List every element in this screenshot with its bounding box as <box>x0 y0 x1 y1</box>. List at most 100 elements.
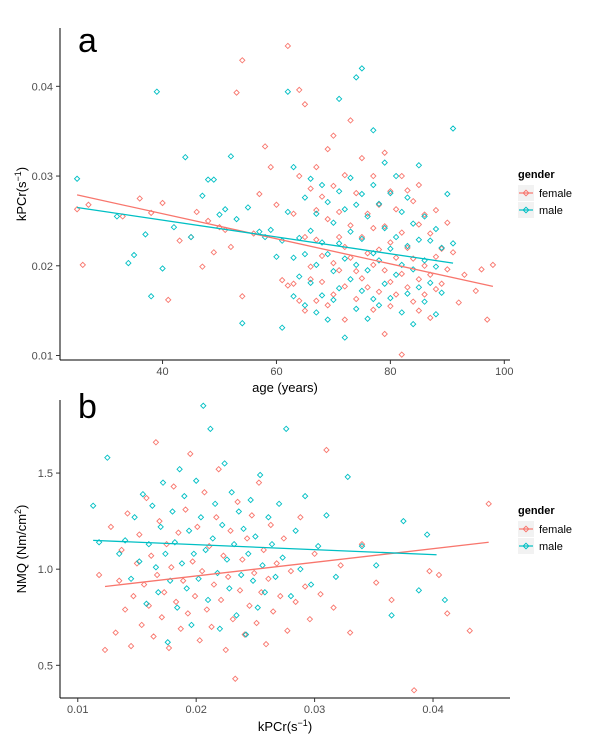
data-point-male <box>330 267 337 275</box>
data-point-female <box>290 210 297 217</box>
data-point-female <box>410 687 418 694</box>
data-point-female <box>313 297 320 305</box>
data-point-female <box>233 89 240 96</box>
data-point-female <box>335 208 343 216</box>
data-point-male <box>211 500 219 508</box>
data-point-female <box>199 263 206 270</box>
legend-key-marker <box>522 525 530 533</box>
data-point-female <box>415 221 423 228</box>
data-point-female <box>313 236 320 243</box>
data-point-male <box>358 190 366 198</box>
data-point-male <box>275 500 283 508</box>
data-point-female <box>232 675 239 683</box>
data-point-male <box>195 575 202 583</box>
data-point-male <box>421 298 428 305</box>
data-point-female <box>358 233 366 241</box>
y-axis-label: NMQ (Nm/cm2) <box>13 505 29 594</box>
data-point-male <box>364 315 371 322</box>
data-point-female <box>388 596 395 604</box>
data-point-female <box>330 291 337 298</box>
data-point-female <box>179 577 187 584</box>
data-point-male <box>183 585 190 592</box>
data-point-female <box>415 276 423 283</box>
legend-label-female: female <box>539 524 572 536</box>
data-point-female <box>187 450 194 458</box>
legend-label-male: male <box>539 205 563 217</box>
data-point-male <box>313 309 320 316</box>
data-point-female <box>347 222 354 229</box>
data-point-female <box>313 206 320 214</box>
data-point-male <box>372 562 380 569</box>
data-point-male <box>341 206 349 213</box>
data-point-female <box>444 610 451 617</box>
data-point-male <box>157 523 164 531</box>
data-point-female <box>352 267 360 275</box>
data-point-male <box>240 525 247 533</box>
data-point-female <box>347 117 354 124</box>
data-point-male <box>335 95 343 103</box>
data-point-male <box>409 320 417 328</box>
data-point-female <box>483 316 491 323</box>
data-point-female <box>136 531 143 538</box>
data-point-male <box>200 402 207 410</box>
data-point-male <box>441 596 449 604</box>
data-point-female <box>296 172 303 180</box>
data-point-female <box>415 181 423 189</box>
data-point-male <box>352 201 360 209</box>
data-point-female <box>227 243 235 251</box>
data-point-female <box>461 271 468 278</box>
data-point-female <box>296 297 303 305</box>
data-point-female <box>201 489 208 496</box>
y-tick-label: 0.02 <box>32 261 53 273</box>
data-point-male <box>341 255 349 262</box>
y-axis-label: kPCr(s−1) <box>13 167 29 221</box>
data-point-male <box>318 239 326 246</box>
data-point-female <box>284 627 291 634</box>
data-point-male <box>398 261 406 269</box>
legend-key-marker <box>522 542 530 550</box>
data-point-male <box>307 581 315 588</box>
data-point-female <box>392 206 400 213</box>
data-point-male <box>301 250 309 258</box>
data-point-male <box>131 514 138 521</box>
y-tick-label: 0.03 <box>32 171 53 183</box>
data-point-female <box>404 244 411 252</box>
data-point-male <box>381 159 388 166</box>
data-point-female <box>191 592 199 600</box>
data-point-female <box>335 267 343 274</box>
data-point-female <box>198 567 206 575</box>
data-point-male <box>301 302 309 309</box>
data-point-female <box>184 610 192 617</box>
data-point-female <box>301 307 309 314</box>
data-point-male <box>181 492 188 500</box>
data-point-female <box>229 615 237 623</box>
data-point-female <box>136 195 143 202</box>
data-point-female <box>269 608 277 615</box>
data-point-female <box>330 182 337 190</box>
data-point-female <box>222 646 230 654</box>
legend-label-female: female <box>539 188 572 200</box>
data-point-male <box>153 88 161 95</box>
data-point-male <box>335 284 343 292</box>
data-point-female <box>262 640 270 648</box>
data-point-female <box>236 587 244 594</box>
data-point-male <box>247 496 254 504</box>
data-point-male <box>318 292 326 299</box>
x-tick-label: 80 <box>384 366 396 378</box>
data-point-female <box>335 233 343 241</box>
chart-b: b 0.01 0.02 0.03 0.04 0.5 1.0 1.5 kPCr(s−1) NMQ (… <box>13 388 572 734</box>
data-point-female <box>370 261 377 269</box>
legend-key-marker <box>522 206 530 214</box>
data-point-male <box>332 573 340 581</box>
data-point-female <box>466 627 473 634</box>
trend-line-male <box>76 206 454 264</box>
legend: gender female male <box>518 505 572 554</box>
data-point-female <box>121 606 129 613</box>
data-point-male <box>227 153 235 160</box>
data-point-female <box>364 249 371 257</box>
data-point-female <box>260 546 267 554</box>
data-point-female <box>253 619 260 627</box>
data-point-female <box>472 287 480 295</box>
data-point-female <box>358 540 366 548</box>
series-male <box>89 402 449 646</box>
